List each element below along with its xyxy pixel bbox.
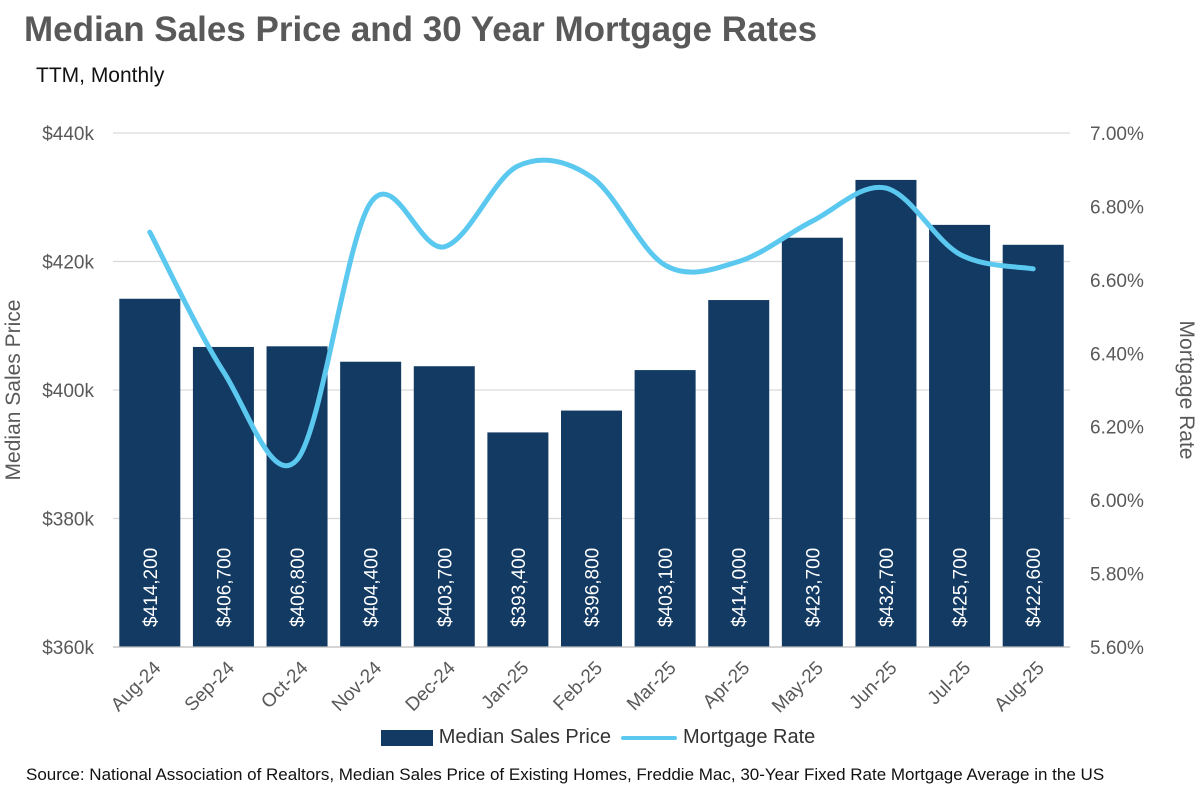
- x-tick-label: Sep-24: [181, 657, 239, 715]
- chart-title: Median Sales Price and 30 Year Mortgage …: [24, 10, 818, 49]
- y-tick-label: $360k: [42, 638, 94, 659]
- x-tick-label: Jun-25: [846, 658, 902, 714]
- y2-tick-label: 6.80%: [1090, 197, 1144, 218]
- mortgage-rate-line: [147, 157, 1036, 469]
- bar-data-label: $403,100: [656, 548, 677, 627]
- bar-data-label: $414,200: [141, 548, 162, 627]
- bar: [487, 432, 549, 647]
- legend: Median Sales Price Mortgage Rate: [0, 726, 1196, 749]
- y2-tick-label: 7.00%: [1090, 124, 1144, 145]
- y2-tick-label: 6.60%: [1090, 271, 1144, 292]
- legend-item-sales-price: Median Sales Price: [380, 726, 611, 749]
- bar: [929, 224, 991, 647]
- x-tick-label: Aug-25: [991, 658, 1049, 716]
- bar: [708, 300, 770, 647]
- bar-data-label: $404,400: [362, 548, 383, 627]
- x-tick-label: Jul-25: [924, 658, 975, 709]
- y-tick-label: $420k: [42, 253, 94, 274]
- bar: [413, 366, 475, 647]
- bar-data-label: $393,400: [509, 548, 530, 627]
- legend-label-sales-price: Median Sales Price: [438, 726, 611, 748]
- y2-tick-label: 5.80%: [1090, 565, 1144, 586]
- legend-item-mortgage-rate: Mortgage Rate: [621, 726, 815, 749]
- combo-chart: $360k $380k $400k $420k $440k 5.60% 5.80% 6.00%…: [2, 124, 1196, 718]
- bar: [192, 346, 254, 647]
- bar-data-label: $425,700: [951, 548, 972, 627]
- x-tick-label: Apr-25: [699, 658, 754, 713]
- x-tick-label: Dec-24: [402, 657, 460, 715]
- x-tick-label: Feb-25: [550, 658, 607, 715]
- y-tick-label: $400k: [42, 381, 94, 402]
- bar: [340, 361, 402, 647]
- x-tick-label: Mar-25: [623, 658, 680, 715]
- bar-data-label: $406,800: [288, 548, 309, 627]
- legend-label-mortgage-rate: Mortgage Rate: [683, 726, 816, 748]
- source-note: Source: National Association of Realtors…: [26, 765, 1105, 784]
- bar-data-label: $432,700: [877, 548, 898, 627]
- x-tick-label: Jan-25: [477, 658, 533, 714]
- bar-data-label: $406,700: [214, 548, 235, 627]
- y2-tick-label: 6.20%: [1090, 418, 1144, 439]
- bar-data-label: $423,700: [803, 548, 824, 627]
- y2-tick-label: 5.60%: [1090, 638, 1144, 659]
- bar-data-label: $403,700: [435, 548, 456, 627]
- y2-axis-title: Mortgage Rate: [1175, 321, 1196, 460]
- y-tick-label: $380k: [42, 510, 94, 531]
- bar-data-label: $422,600: [1024, 548, 1045, 627]
- legend-line-swatch: [621, 735, 677, 740]
- y2-tick-label: 6.00%: [1090, 491, 1144, 512]
- bar: [781, 237, 843, 648]
- x-tick-label: Aug-24: [107, 657, 165, 715]
- bar: [119, 298, 181, 647]
- x-tick-label: Nov-24: [328, 657, 386, 715]
- bar: [634, 370, 696, 647]
- chart-subtitle: TTM, Monthly: [36, 64, 165, 87]
- x-tick-label: May-25: [768, 658, 828, 718]
- bar: [561, 410, 622, 647]
- y-tick-label: $440k: [42, 124, 94, 145]
- bar: [1002, 244, 1064, 648]
- y-axis-title: Median Sales Price: [2, 300, 25, 481]
- x-tick-label: Oct-24: [257, 657, 312, 712]
- bar: [855, 179, 917, 647]
- bar-data-label: $396,800: [583, 548, 604, 627]
- y2-tick-label: 6.40%: [1090, 344, 1144, 365]
- bar-data-label: $414,000: [730, 548, 751, 627]
- legend-bar-swatch: [380, 729, 433, 746]
